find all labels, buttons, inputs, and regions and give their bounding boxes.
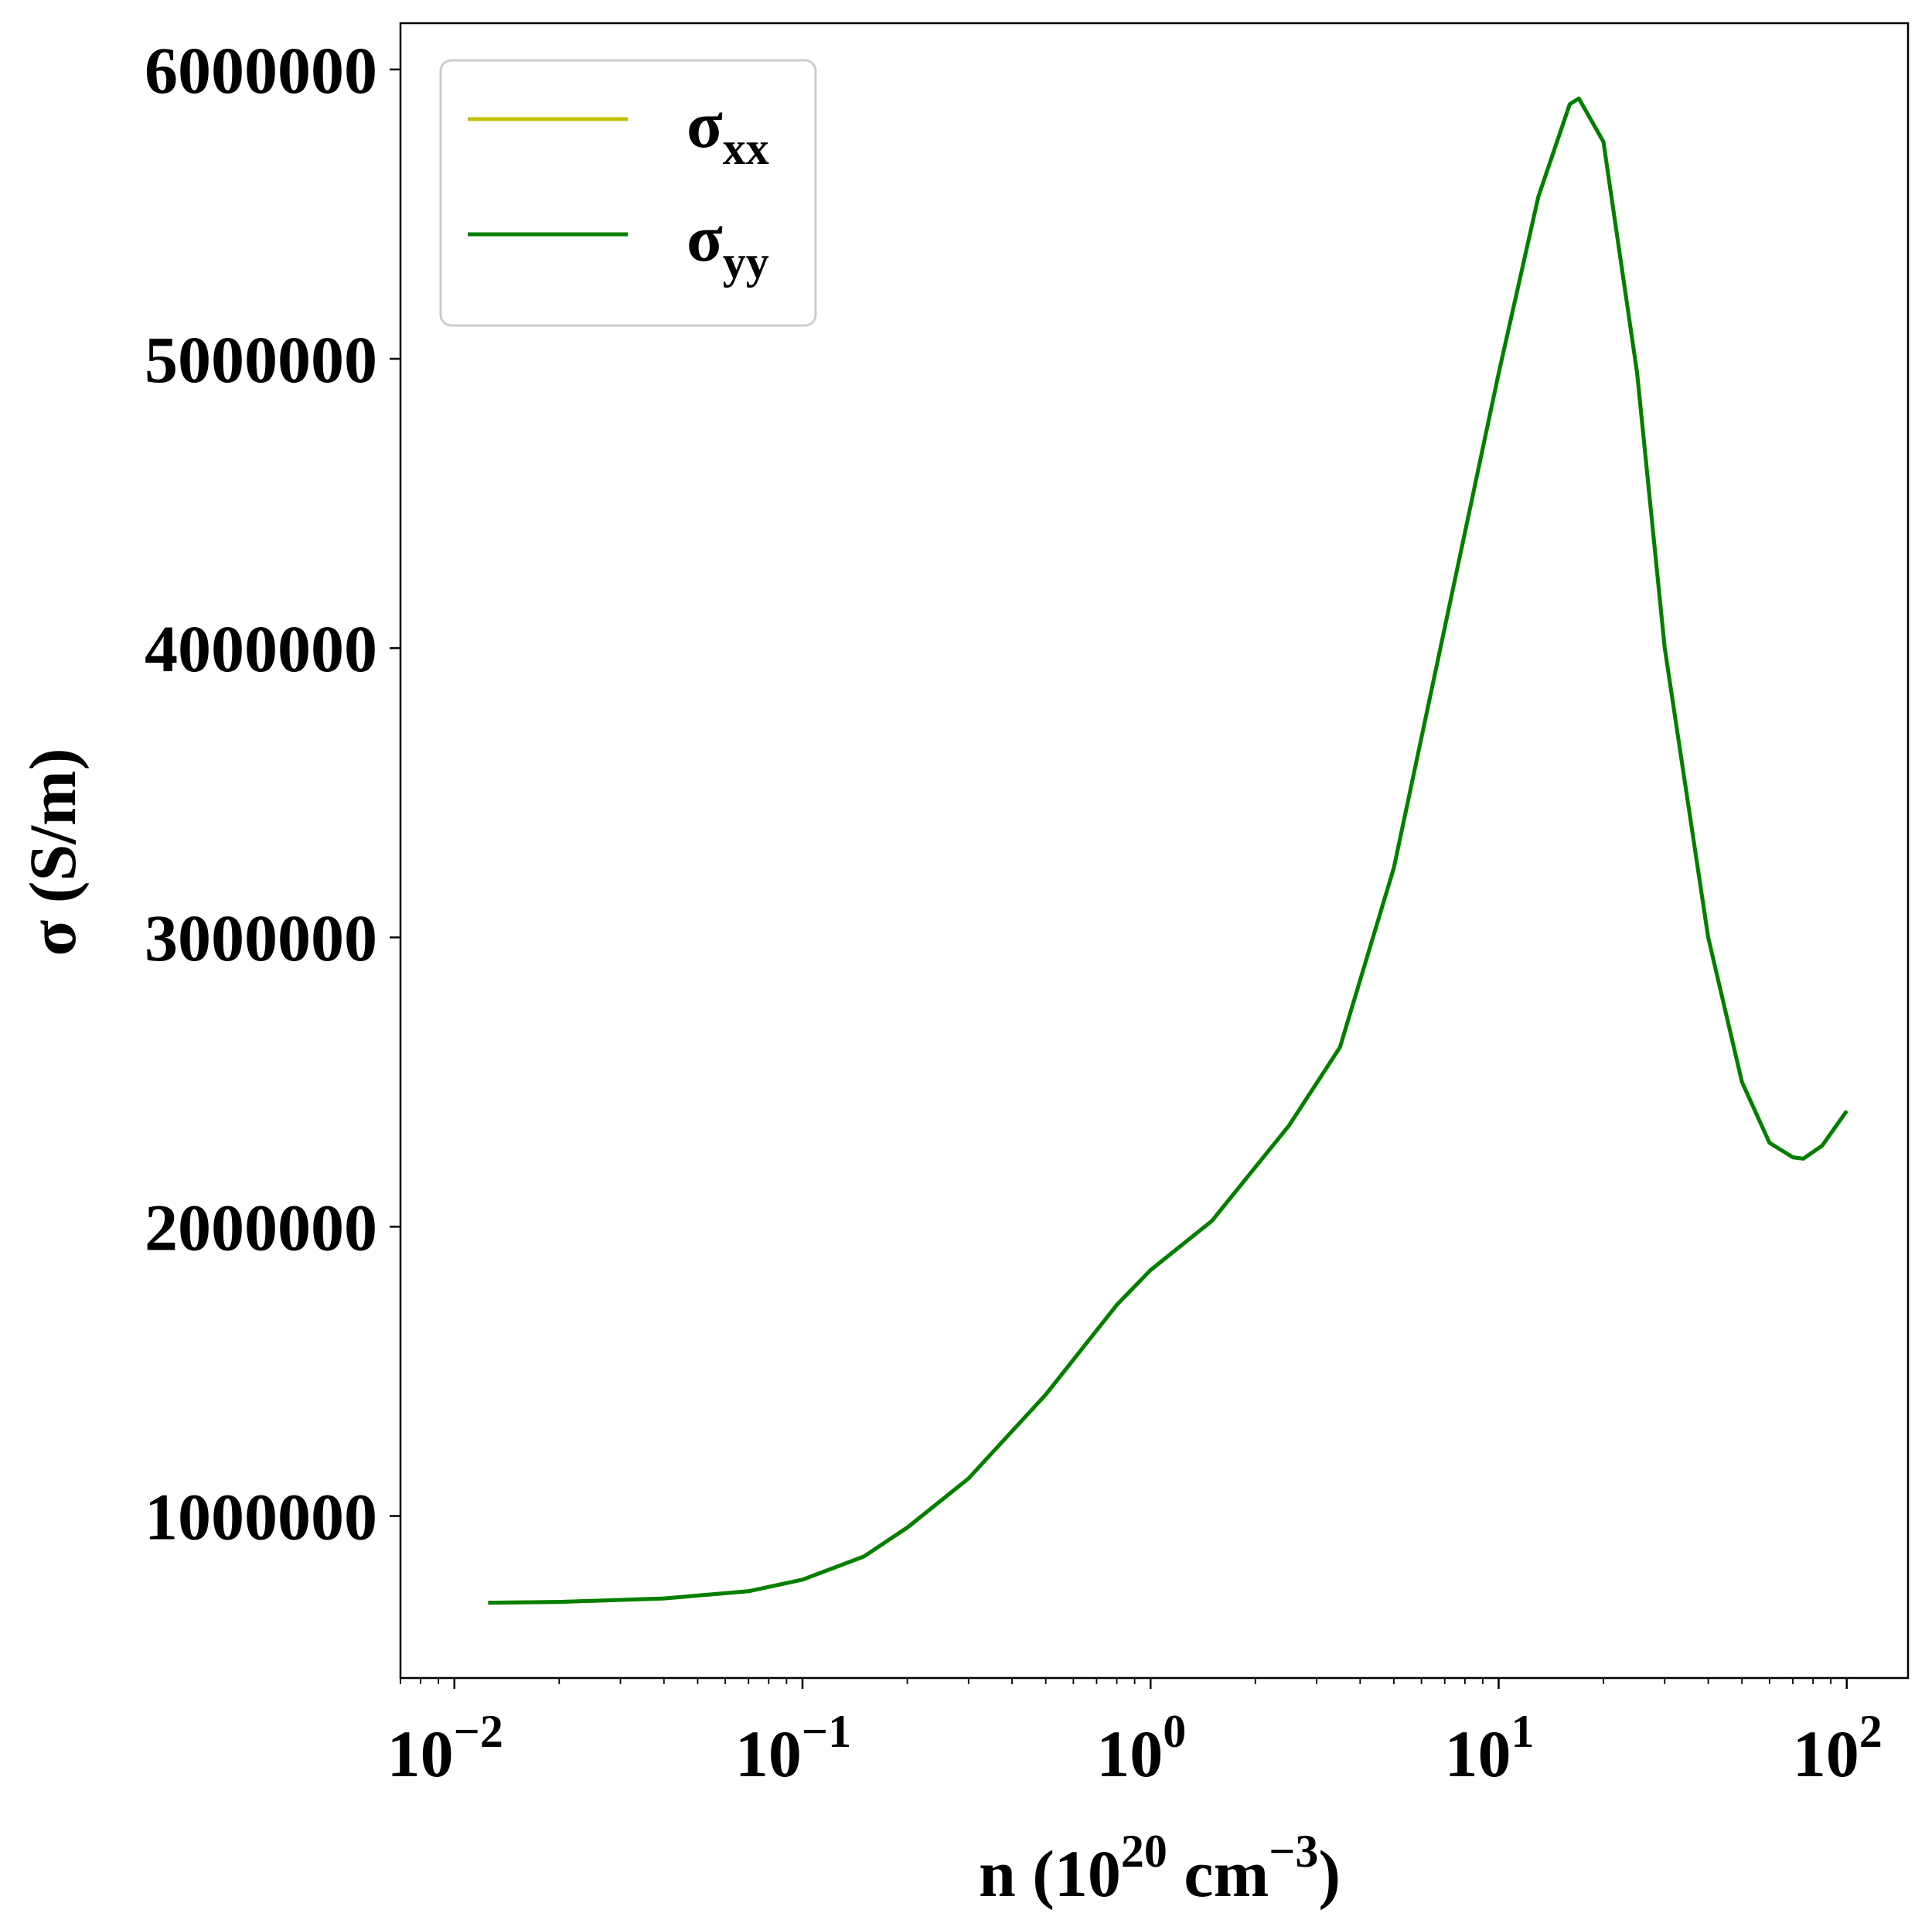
x-tick-label-base: 10 <box>1793 1717 1859 1791</box>
x-axis: 10−2 10−1 100 101 102 <box>387 1678 1883 1791</box>
x-axis-label-mid: cm <box>1167 1837 1269 1911</box>
series-layer <box>488 96 1849 1605</box>
legend: σxx σyy <box>439 59 817 327</box>
x-tick-label-base: 10 <box>735 1717 802 1791</box>
y-tick-label: 2000000 <box>145 1190 377 1264</box>
legend-label-sigma-xx: σxx <box>687 87 769 174</box>
x-tick-label-base: 10 <box>387 1717 454 1791</box>
legend-box <box>439 59 817 327</box>
x-axis-label-end: ) <box>1318 1837 1341 1911</box>
x-tick-label-exponent: −1 <box>802 1706 851 1757</box>
legend-label-sigma-xx-base: σ <box>687 87 723 162</box>
legend-label-sigma-yy-sub: yy <box>723 237 769 288</box>
y-tick-label: 6000000 <box>145 33 377 107</box>
x-tick-label-exponent: 2 <box>1859 1706 1883 1757</box>
y-tick-label: 3000000 <box>145 901 377 975</box>
legend-label-sigma-yy: σyy <box>687 201 769 288</box>
x-tick-label-exponent: 1 <box>1511 1706 1534 1757</box>
x-axis-label-sup2: −3 <box>1269 1826 1318 1877</box>
x-tick-label: 10−2 <box>387 1706 503 1791</box>
y-tick-label: 1000000 <box>145 1479 377 1554</box>
x-tick-label-base: 10 <box>1444 1717 1511 1791</box>
legend-label-sigma-xx-sub: xx <box>723 123 769 174</box>
x-axis-label: n (1020 cm−3) <box>979 1826 1341 1911</box>
y-tick-label: 5000000 <box>145 322 377 397</box>
y-axis-label: σ (S/m) <box>15 749 90 957</box>
x-tick-label-base: 10 <box>1096 1717 1163 1791</box>
x-axis-label-sup1: 20 <box>1121 1826 1167 1877</box>
x-tick-label-exponent: 0 <box>1163 1706 1186 1757</box>
x-tick-label-exponent: −2 <box>454 1706 503 1757</box>
series-line-1 <box>488 96 1849 1605</box>
y-tick-label: 4000000 <box>145 612 377 686</box>
x-tick-label: 102 <box>1793 1706 1883 1791</box>
x-tick-label: 100 <box>1096 1706 1186 1791</box>
x-axis-label-base: n (10 <box>979 1837 1121 1911</box>
y-axis: 1000000 2000000 3000000 4000000 5000000 60000… <box>145 33 400 1554</box>
x-tick-label: 101 <box>1444 1706 1534 1791</box>
plot-frame <box>399 22 1910 1680</box>
legend-label-sigma-yy-base: σ <box>687 201 723 275</box>
x-tick-label: 10−1 <box>735 1706 851 1791</box>
